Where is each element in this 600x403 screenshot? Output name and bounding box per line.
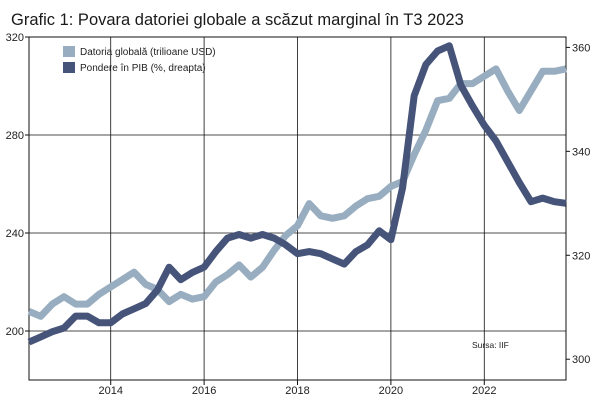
- y-left-tick-label: 320: [6, 32, 24, 44]
- y-left-tick-label: 240: [6, 228, 24, 240]
- y-right-tick-label: 320: [572, 250, 590, 262]
- y-right-tick-label: 300: [572, 354, 590, 366]
- series-line-1: [27, 42, 567, 346]
- x-tick-label: 2022: [472, 385, 496, 397]
- chart-title: Grafic 1: Povara datoriei globale a scăz…: [11, 11, 464, 29]
- legend-label-0: Datoria globală (trilioane USD): [80, 47, 216, 58]
- y-right-tick-label: 340: [572, 146, 590, 158]
- x-tick-label: 2016: [192, 385, 216, 397]
- legend-swatch-1: [63, 62, 75, 73]
- y-left-tick-label: 280: [6, 130, 24, 142]
- legend-label-1: Pondere în PIB (%, dreapta): [80, 63, 206, 74]
- x-tick-label: 2018: [285, 385, 309, 397]
- y-right-tick-label: 360: [572, 42, 590, 54]
- legend-swatch-0: [63, 46, 75, 57]
- series-line-0: [27, 65, 567, 320]
- y-left-tick-label: 200: [6, 326, 24, 338]
- source-note: Sursa: IIF: [472, 340, 509, 350]
- x-tick-label: 2020: [379, 385, 403, 397]
- x-tick-label: 2014: [98, 385, 122, 397]
